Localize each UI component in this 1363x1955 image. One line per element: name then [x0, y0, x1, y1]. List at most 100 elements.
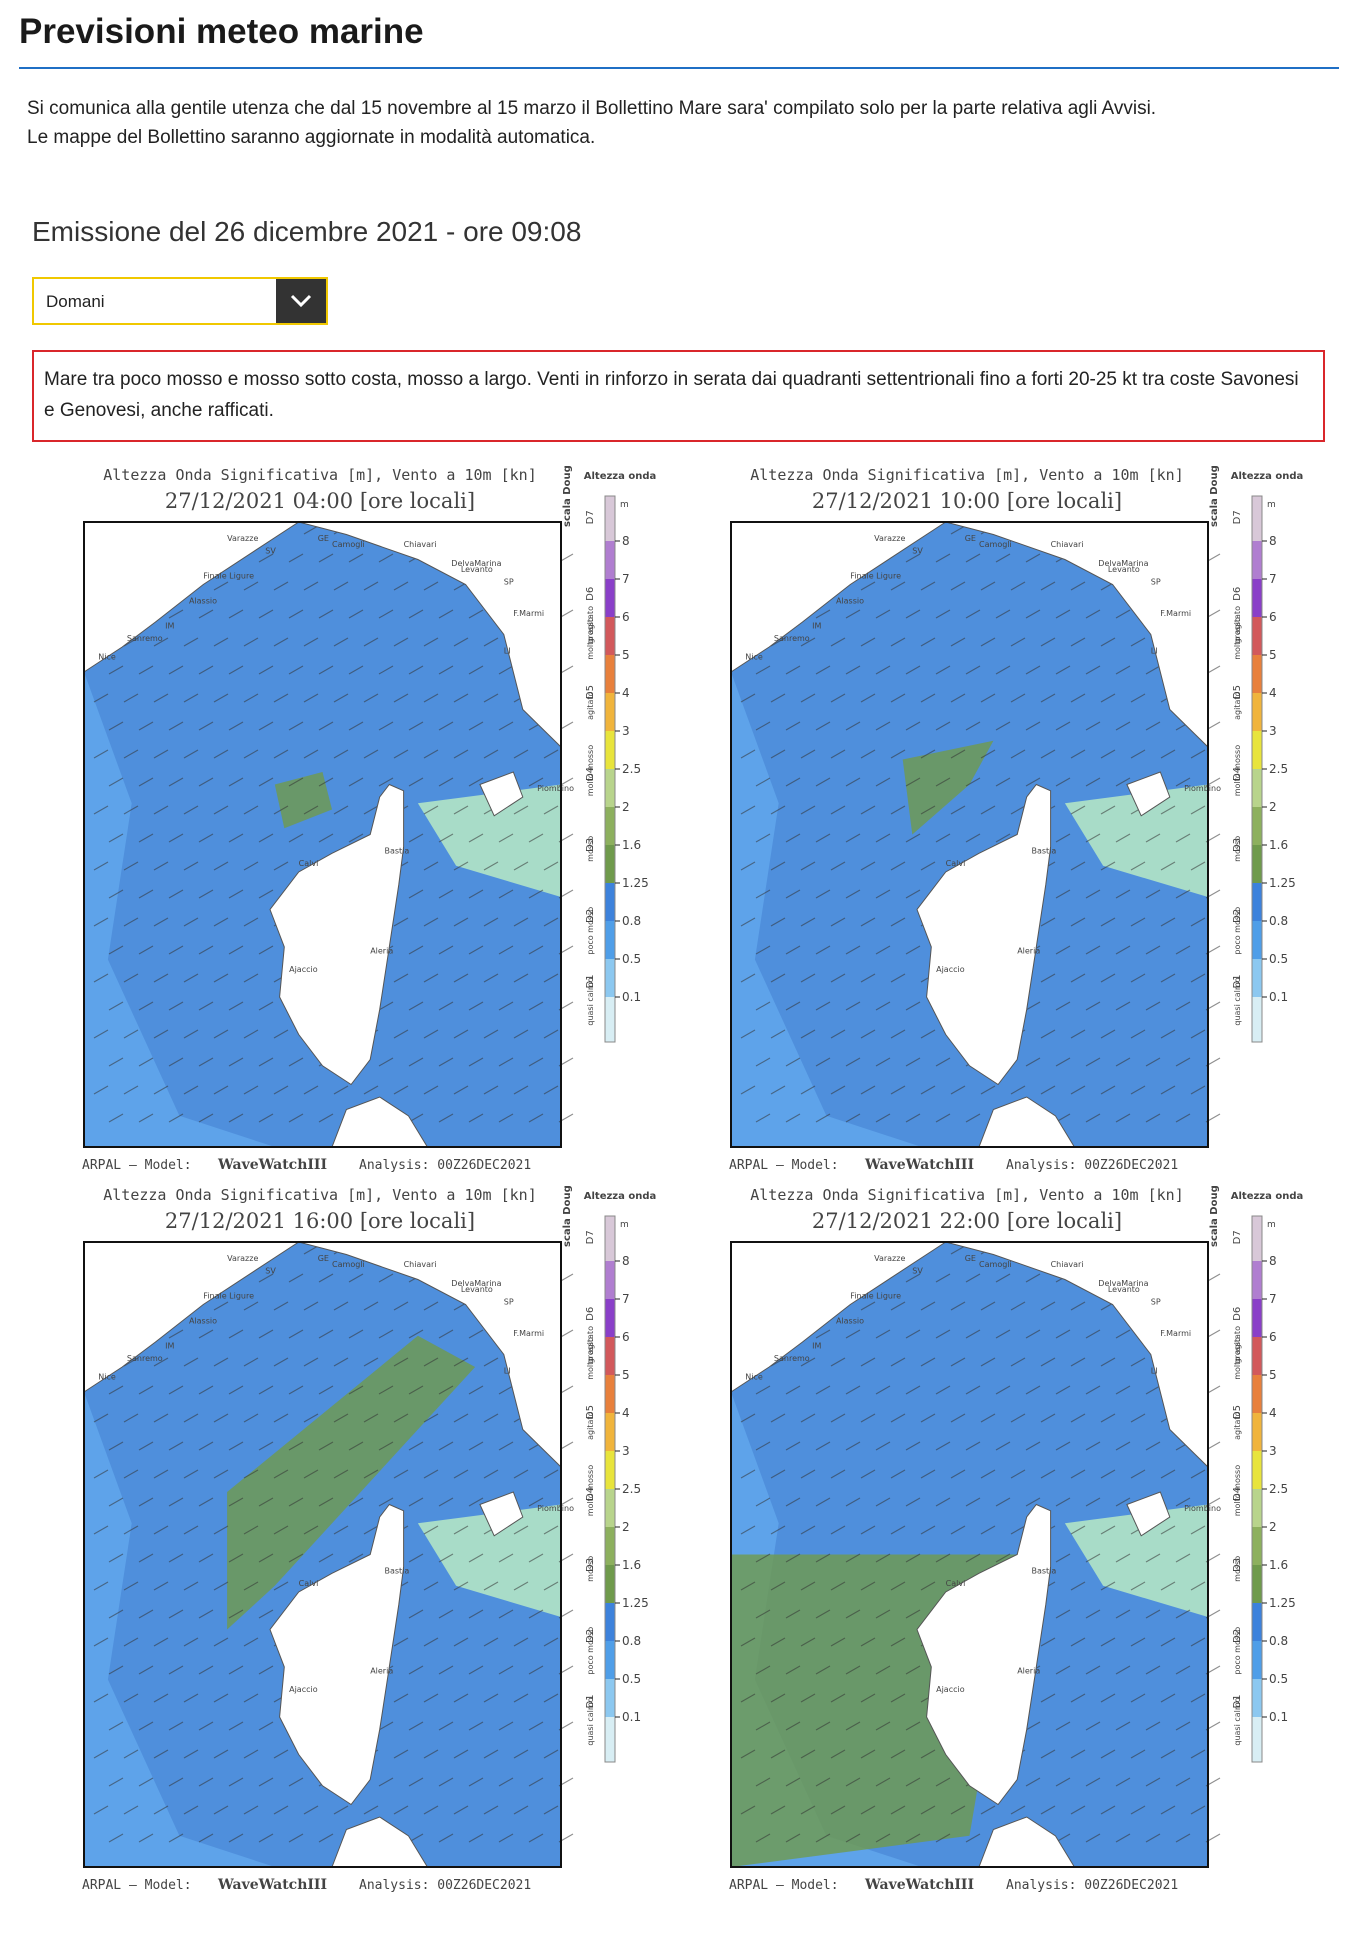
legend-band: [1252, 496, 1262, 541]
wind-barb: [333, 1805, 349, 1815]
wind-barb: [905, 945, 921, 955]
wind-barb: [243, 973, 259, 983]
wind-barb: [303, 805, 319, 815]
douglas-state: agitato: [1233, 691, 1242, 719]
wind-barb: [318, 1553, 334, 1563]
place-label: LI: [504, 646, 511, 655]
wind-barb: [108, 889, 124, 899]
map-title: Altezza Onda Significativa [m], Vento a …: [750, 466, 1183, 484]
wind-barb: [1085, 1329, 1101, 1339]
wind-barb: [1040, 749, 1056, 759]
map-frame: [83, 1241, 562, 1868]
wind-barb: [995, 553, 1011, 563]
wind-barb: [1160, 973, 1176, 983]
wind-barb: [875, 1721, 891, 1731]
wind-barb: [905, 1057, 921, 1067]
notice-line: Le mappe del Bollettino saranno aggiorna…: [27, 127, 596, 148]
wind-barb: [483, 1805, 499, 1815]
wind-barb: [453, 693, 469, 703]
wind-barb: [273, 1525, 289, 1535]
wind-barb: [453, 861, 469, 871]
wind-barb: [438, 665, 454, 675]
wind-barb: [1175, 833, 1191, 843]
wind-barb: [785, 1665, 801, 1675]
wind-barb: [1160, 749, 1176, 759]
day-select[interactable]: Domani: [32, 277, 328, 325]
legend-label: 8: [1269, 534, 1277, 548]
wind-barb: [273, 1357, 289, 1367]
wind-barb: [905, 833, 921, 843]
wind-barb: [980, 1301, 996, 1311]
wind-barb: [845, 1329, 861, 1339]
wind-barb: [258, 1329, 274, 1339]
wind-barb: [1190, 1085, 1206, 1095]
wind-barb: [198, 721, 214, 731]
wind-barb: [273, 1805, 289, 1815]
wind-barb: [950, 1805, 966, 1815]
wind-barb: [875, 1553, 891, 1563]
legend-band: [1252, 1375, 1262, 1413]
wind-barb: [785, 889, 801, 899]
legend-band: [1252, 1261, 1262, 1299]
wind-barb: [423, 1693, 439, 1703]
wind-barb: [1115, 1833, 1131, 1843]
wind-barb: [935, 553, 951, 563]
douglas-state: quasi calmo: [1233, 977, 1242, 1025]
wind-barb: [228, 665, 244, 675]
douglas-degree: D3: [585, 838, 596, 852]
wind-barb: [123, 973, 139, 983]
wind-barb: [153, 1581, 169, 1591]
wind-barb: [830, 1413, 846, 1423]
wind-barb: [740, 1693, 756, 1703]
wind-barb: [453, 1637, 469, 1647]
wind-barb: [905, 1385, 921, 1395]
wind-barb: [920, 1581, 936, 1591]
footer-model: WaveWatchIII: [217, 1157, 327, 1173]
legend-label: 2: [1269, 1520, 1277, 1534]
wind-barb: [890, 1525, 906, 1535]
wind-barb: [438, 1833, 454, 1843]
wind-barb: [258, 609, 274, 619]
legend-band: [605, 883, 615, 921]
wind-barb: [875, 665, 891, 675]
wind-barb: [875, 833, 891, 843]
wind-barb: [438, 833, 454, 843]
select-button[interactable]: [276, 279, 326, 323]
legend-band: [605, 1717, 615, 1762]
wind-barb: [198, 1113, 214, 1123]
douglas-degree: D4: [585, 1487, 596, 1501]
wind-barb: [860, 1357, 876, 1367]
douglas-state: molto agitato: [1233, 1326, 1242, 1380]
wind-barb: [423, 805, 439, 815]
wind-barb: [1040, 1085, 1056, 1095]
wind-barb: [153, 1805, 169, 1815]
place-label: DelvaMarina: [451, 1279, 501, 1288]
wind-barb: [93, 1525, 109, 1535]
wind-barb: [1175, 777, 1191, 787]
place-label: Chiavari: [404, 1260, 437, 1269]
wind-barb: [318, 1833, 334, 1843]
wind-barb: [890, 581, 906, 591]
wind-barb: [303, 749, 319, 759]
legend-band: [1252, 617, 1262, 655]
wind-barb: [198, 1609, 214, 1619]
wind-barb: [1130, 749, 1146, 759]
legend-label: 8: [622, 1254, 630, 1268]
corsica: [916, 1503, 1052, 1806]
wind-barb: [123, 917, 139, 927]
legend-label: 8: [1269, 1254, 1277, 1268]
place-label: Piombino: [1184, 784, 1221, 793]
legend-band: [605, 1299, 615, 1337]
wind-barb: [1040, 1357, 1056, 1367]
place-label: GE: [318, 534, 329, 543]
legend-label: 1.25: [1269, 876, 1296, 890]
wind-barb: [498, 1777, 514, 1787]
legend-band: [605, 579, 615, 617]
wind-barb: [1160, 1749, 1176, 1759]
place-label: Alassio: [189, 1316, 217, 1325]
wind-barb: [920, 1805, 936, 1815]
wind-barb: [770, 1469, 786, 1479]
wind-barb: [198, 1441, 214, 1451]
place-label: SP: [1151, 578, 1161, 587]
wind-barb: [483, 1357, 499, 1367]
